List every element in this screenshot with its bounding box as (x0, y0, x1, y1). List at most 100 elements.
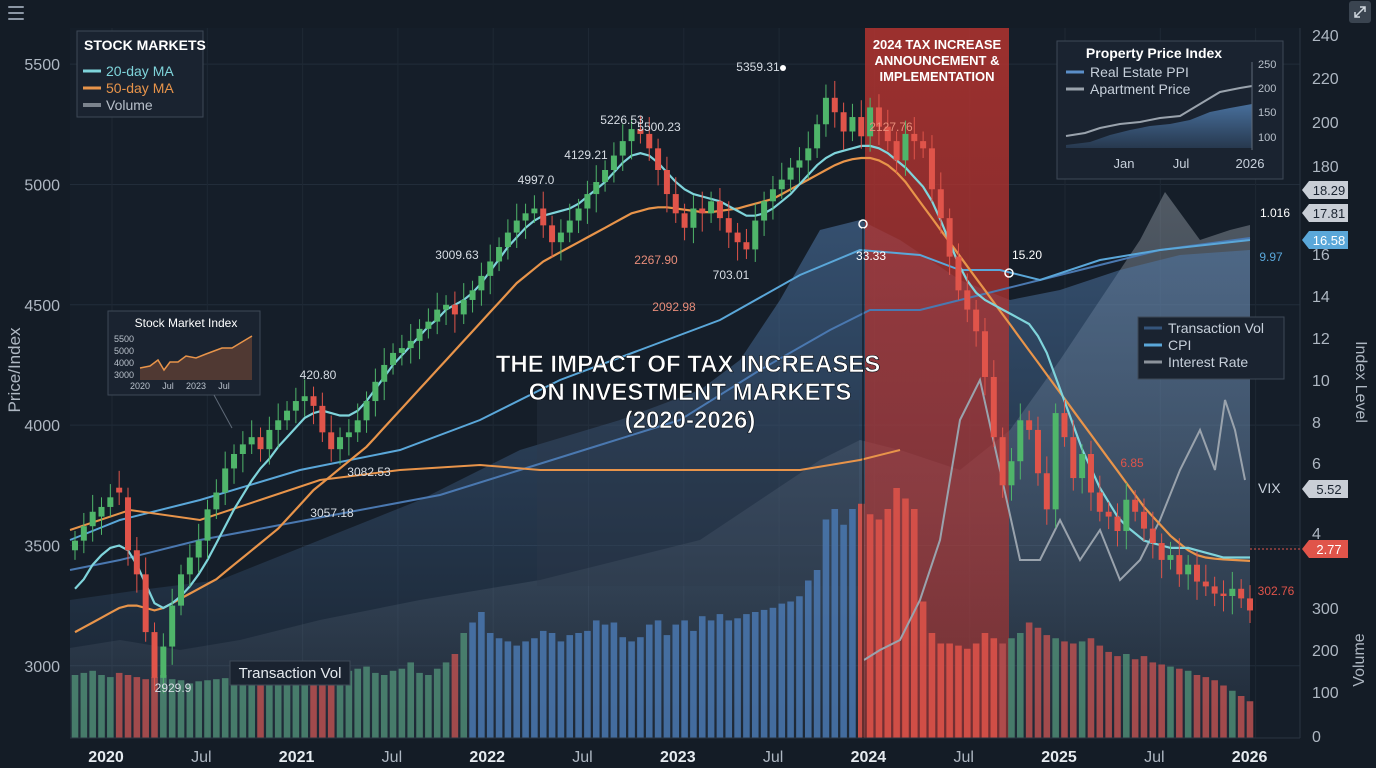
volume-bar (319, 675, 326, 738)
badge-4: 2.77 (1302, 540, 1348, 558)
volume-bar (539, 630, 547, 738)
candle-body (646, 133, 653, 149)
candle-body (213, 492, 220, 510)
volume-bar (354, 668, 361, 738)
transaction-vol-tag: Transaction Vol (229, 660, 351, 686)
candle-body (628, 129, 635, 142)
candle-body (248, 437, 255, 445)
candle-body (1087, 454, 1094, 493)
volume-bar (230, 677, 238, 738)
candle-body (778, 179, 785, 190)
inset-apartment-line (1065, 85, 1253, 137)
volume-bar (778, 603, 786, 738)
volume-bar (425, 675, 432, 738)
volume-bar (628, 641, 635, 738)
volume-bar (221, 678, 229, 738)
volume-bar (168, 679, 176, 738)
volume-bar (345, 670, 353, 738)
inset-stock-xtick-1: Jul (162, 381, 174, 391)
candle-body (451, 304, 458, 315)
badge-value: 16.58 (1313, 233, 1346, 248)
candle-body (425, 321, 432, 329)
badge-value: 18.29 (1313, 183, 1346, 198)
volume-bar (1131, 659, 1139, 738)
candle-body (257, 437, 264, 450)
volume-bar (698, 616, 706, 738)
candle-body (725, 218, 732, 233)
volume-bar (372, 672, 379, 738)
annotation-6: 420.80 (300, 368, 337, 382)
candle-body (1247, 598, 1253, 611)
volume-bar (283, 677, 291, 738)
volume-bar (248, 679, 255, 738)
annotation-8: 3057.18 (310, 506, 354, 520)
volume-bar (433, 668, 441, 738)
ytick-right-5: 14 (1312, 289, 1330, 306)
badge-value: 5.52 (1316, 482, 1341, 497)
tax-band-label-1: 2024 TAX INCREASE (873, 37, 1002, 52)
volume-bar (725, 620, 733, 738)
candle-body (1008, 461, 1015, 486)
ytick-left-5: 3000 (24, 659, 60, 676)
ytick-right-7: 10 (1312, 373, 1330, 390)
candle-body (964, 290, 971, 310)
volume-bar (964, 648, 971, 738)
candle-body (1070, 437, 1077, 479)
ytick-volume-1: 200 (1312, 643, 1339, 660)
annotation-10: 2267.90 (634, 253, 678, 267)
volume-bar (1176, 668, 1183, 738)
annotation-13: 2127.76 (869, 120, 913, 134)
annotation-12: 703.01 (713, 268, 750, 282)
ytick-right-3: 180 (1312, 159, 1339, 176)
legend-item-ma50: 50-day MA (106, 80, 174, 96)
candle-body (584, 194, 591, 209)
line-ma20 (74, 144, 1250, 610)
volume-bar (292, 672, 300, 738)
candle-body (893, 141, 900, 161)
candle-body (937, 189, 944, 219)
candle-body (381, 364, 388, 382)
volume-bar (1220, 685, 1227, 738)
expand-icon[interactable] (1349, 1, 1371, 23)
candle-body (822, 97, 829, 125)
volume-bar (999, 643, 1006, 738)
ytick-volume-2: 100 (1312, 685, 1339, 702)
annotation-11: 2092.98 (652, 300, 696, 314)
candle-body (160, 646, 167, 678)
volume-bar (557, 641, 565, 738)
annotation-0: 5359.31 (736, 60, 780, 74)
volume-bar (707, 620, 715, 738)
volume-bar (1043, 635, 1051, 738)
xtick-8: 2024 (851, 749, 887, 766)
ytick-left-1: 5000 (24, 177, 60, 194)
candle-body (549, 225, 556, 243)
inset-property-plot (1065, 62, 1253, 150)
xtick-6: 2023 (660, 749, 696, 766)
axes: 5500500045004000350030002402202001801614… (5, 28, 1369, 766)
volume-bar (902, 498, 909, 738)
candle-body (566, 220, 573, 233)
ytick-right-9: 6 (1312, 456, 1321, 473)
candle-body (796, 160, 803, 168)
menu-icon[interactable] (8, 6, 24, 20)
xtick-11: Jul (1144, 749, 1164, 766)
badge-shape (1302, 204, 1348, 222)
volume-bar (1202, 677, 1210, 738)
candle-body (169, 605, 176, 647)
volume-bar (796, 596, 803, 738)
candle-body (1026, 420, 1033, 430)
candle-body (390, 352, 397, 365)
xtick-10: 2025 (1041, 749, 1077, 766)
ytick-volume-0: 300 (1312, 601, 1339, 618)
legend-item-transaction-vol: Transaction Vol (1168, 320, 1264, 336)
legend-title: STOCK MARKETS (84, 37, 206, 53)
volume-bar (654, 620, 662, 738)
ylabel-left: Price/Index (5, 327, 24, 413)
legend-item-volume: Volume (106, 97, 153, 113)
candle-body (186, 557, 193, 575)
volume-bar (71, 675, 79, 738)
candle-body (284, 410, 291, 421)
volume-bar (407, 662, 415, 738)
candle-body (1043, 473, 1050, 510)
volume-bar (1193, 675, 1201, 738)
